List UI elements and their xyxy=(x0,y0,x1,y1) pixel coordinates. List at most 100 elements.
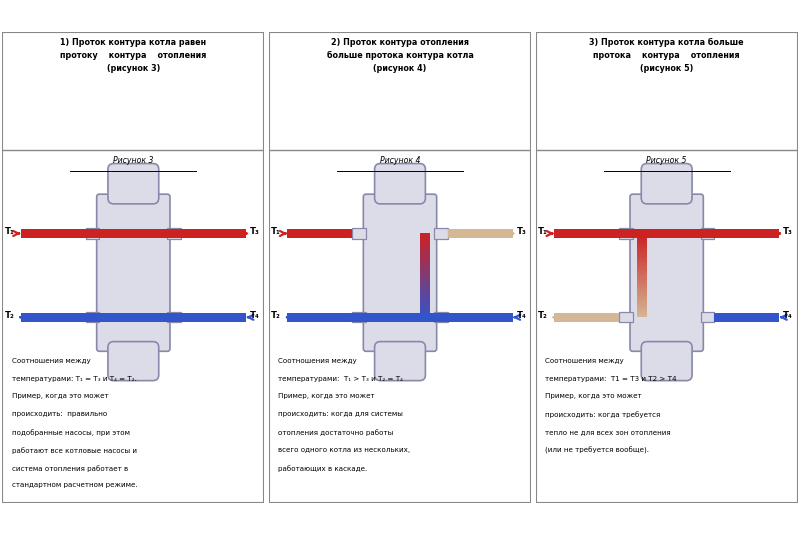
Bar xyxy=(420,235,430,238)
Bar xyxy=(420,311,430,313)
Bar xyxy=(420,271,430,273)
Bar xyxy=(701,312,714,323)
Bar xyxy=(619,228,633,239)
Bar xyxy=(352,228,366,239)
Text: T₂: T₂ xyxy=(5,311,14,319)
FancyBboxPatch shape xyxy=(108,164,158,204)
Text: T₄: T₄ xyxy=(517,311,526,319)
Bar xyxy=(554,312,619,322)
Bar xyxy=(420,292,430,294)
Bar xyxy=(637,235,647,238)
Bar xyxy=(637,307,647,309)
FancyBboxPatch shape xyxy=(642,164,692,204)
Bar xyxy=(637,261,647,263)
Bar xyxy=(420,242,430,244)
Bar xyxy=(420,276,430,278)
Bar xyxy=(420,280,430,281)
Bar xyxy=(420,290,430,292)
FancyBboxPatch shape xyxy=(97,194,170,351)
Bar xyxy=(167,312,181,323)
Bar xyxy=(420,301,430,303)
Bar xyxy=(86,228,99,239)
FancyBboxPatch shape xyxy=(108,342,158,380)
Bar xyxy=(637,258,647,261)
Text: система отопления работает в: система отопления работает в xyxy=(11,465,128,471)
Bar xyxy=(420,309,430,311)
Bar xyxy=(554,229,779,238)
Bar xyxy=(637,253,647,255)
Text: температурами:  Т1 = Т3 и Т2 > Т4: температурами: Т1 = Т3 и Т2 > Т4 xyxy=(545,376,677,381)
Bar xyxy=(637,301,647,303)
Bar xyxy=(637,290,647,292)
Text: отопления достаточно работы: отопления достаточно работы xyxy=(278,429,394,436)
Bar xyxy=(434,228,448,239)
Text: T₁: T₁ xyxy=(5,227,14,236)
Bar xyxy=(637,286,647,288)
FancyBboxPatch shape xyxy=(642,342,692,380)
Bar xyxy=(637,240,647,242)
Bar xyxy=(420,296,430,299)
Bar xyxy=(637,305,647,307)
Bar xyxy=(420,265,430,267)
Text: работают все котловые насосы и: работают все котловые насосы и xyxy=(11,447,137,454)
FancyBboxPatch shape xyxy=(630,194,703,351)
Bar xyxy=(637,244,647,246)
Bar xyxy=(420,284,430,286)
Bar xyxy=(420,258,430,261)
Bar xyxy=(637,294,647,296)
Text: Пример, когда это может: Пример, когда это может xyxy=(545,393,642,400)
Bar xyxy=(619,312,633,323)
Bar xyxy=(637,303,647,305)
Bar xyxy=(420,273,430,276)
Bar xyxy=(637,233,647,235)
Bar xyxy=(352,312,366,323)
Bar xyxy=(420,233,430,235)
Bar xyxy=(637,273,647,276)
Text: T₁: T₁ xyxy=(538,227,548,236)
Bar xyxy=(420,286,430,288)
Bar xyxy=(420,303,430,305)
Text: T₂: T₂ xyxy=(538,311,548,319)
FancyBboxPatch shape xyxy=(374,164,426,204)
Bar xyxy=(420,238,430,240)
Bar xyxy=(21,312,246,322)
Text: T₄: T₄ xyxy=(250,311,260,319)
Text: происходить: когда требуется: происходить: когда требуется xyxy=(545,411,660,418)
Text: Пример, когда это может: Пример, когда это может xyxy=(11,393,108,400)
Bar xyxy=(86,312,99,323)
Bar xyxy=(420,248,430,250)
Bar xyxy=(420,246,430,248)
FancyBboxPatch shape xyxy=(363,194,437,351)
Bar xyxy=(420,281,430,284)
Text: T₁: T₁ xyxy=(271,227,281,236)
Bar xyxy=(637,263,647,265)
Bar xyxy=(287,229,352,238)
Bar xyxy=(420,256,430,258)
Bar xyxy=(420,263,430,265)
Bar xyxy=(448,229,513,238)
Text: работающих в каскаде.: работающих в каскаде. xyxy=(278,465,367,471)
Bar xyxy=(420,255,430,256)
Bar xyxy=(637,269,647,271)
Bar xyxy=(420,240,430,242)
Text: 3) Проток контура котла больше
протока    контура    отопления
(рисунок 5): 3) Проток контура котла больше протока к… xyxy=(590,39,744,73)
Text: температурами:  Т₁ > Т₃ и Т₂ = Т₄: температурами: Т₁ > Т₃ и Т₂ = Т₄ xyxy=(278,376,403,381)
Bar xyxy=(420,278,430,280)
FancyBboxPatch shape xyxy=(374,342,426,380)
Bar xyxy=(637,238,647,240)
Text: Соотношения между: Соотношения между xyxy=(11,358,90,364)
Bar xyxy=(637,309,647,311)
Text: T₃: T₃ xyxy=(517,227,526,236)
Text: Соотношения между: Соотношения между xyxy=(545,358,624,364)
Text: Рисунок 3: Рисунок 3 xyxy=(113,156,154,165)
Bar xyxy=(420,253,430,255)
Bar xyxy=(637,281,647,284)
Bar xyxy=(637,265,647,267)
Bar xyxy=(637,311,647,313)
Text: Рисунок 5: Рисунок 5 xyxy=(646,156,687,165)
Bar xyxy=(637,271,647,273)
Bar xyxy=(420,250,430,253)
Text: подобранные насосы, при этом: подобранные насосы, при этом xyxy=(11,429,130,436)
Bar xyxy=(637,296,647,299)
Bar xyxy=(434,312,448,323)
